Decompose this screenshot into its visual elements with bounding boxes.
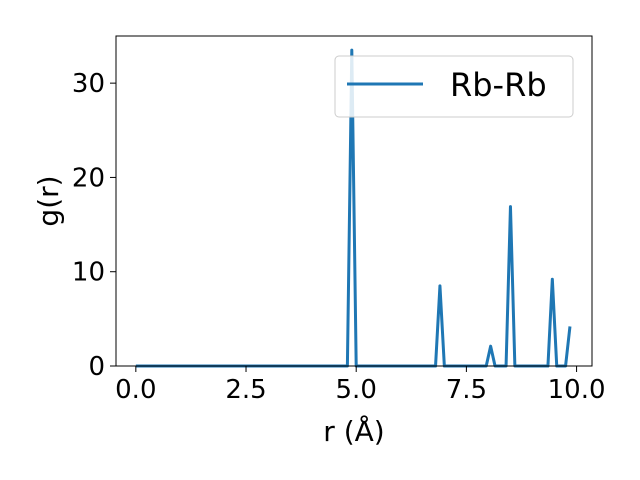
x-axis: 0.0 2.5 5.0 7.5 10.0	[115, 366, 606, 405]
legend-label-rb-rb: Rb-Rb	[450, 66, 547, 104]
series-line-rb-rb	[135, 48, 572, 368]
x-tick-label: 2.5	[225, 375, 266, 405]
axes-frame	[115, 35, 593, 367]
y-tick-label: 30	[72, 69, 105, 99]
legend: Rb-Rb	[334, 55, 574, 118]
x-tick-label: 7.5	[446, 375, 487, 405]
x-tick-label: 10.0	[548, 375, 606, 405]
legend-box	[334, 55, 574, 118]
y-tick-label: 10	[72, 258, 105, 288]
y-tick-label: 0	[88, 352, 105, 382]
x-tick-label: 0.0	[115, 375, 156, 405]
plot-area	[135, 48, 572, 368]
y-axis: 0 10 20 30	[72, 69, 116, 382]
y-axis-label: g(r)	[32, 175, 65, 226]
x-axis-label: r (Å)	[323, 414, 384, 448]
x-tick-label: 5.0	[336, 375, 377, 405]
y-tick-label: 20	[72, 163, 105, 193]
